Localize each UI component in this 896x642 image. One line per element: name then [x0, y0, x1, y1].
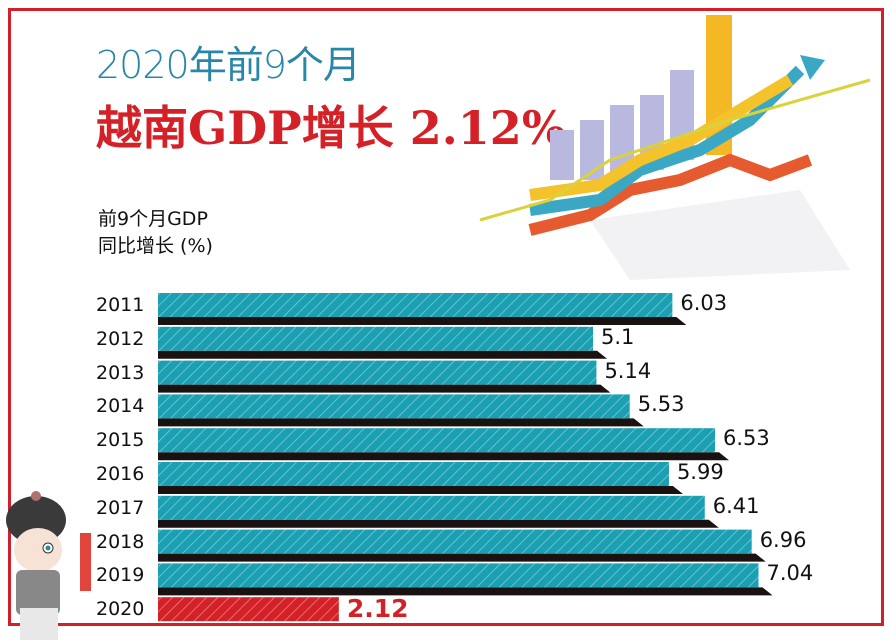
bar-hatch [158, 529, 752, 554]
subtitle: 2020年前9个月 [96, 43, 361, 87]
axis-label: 前9个月GDP 同比增长 (%) [98, 206, 213, 260]
category-label: 2020 [96, 598, 145, 621]
value-label: 6.03 [680, 291, 728, 315]
bar-hatch [158, 360, 597, 385]
bar-hatch [158, 394, 630, 419]
bar-hatch [158, 597, 339, 622]
bar-shadow [158, 587, 773, 596]
bar-hatch [158, 563, 759, 588]
value-label: 6.53 [723, 426, 770, 451]
value-label: 2.12 [346, 594, 409, 624]
category-label: 2016 [96, 463, 145, 485]
value-label: 7.04 [766, 561, 814, 586]
value-label: 5.99 [676, 460, 724, 484]
category-label: 2011 [96, 294, 145, 316]
bar-shadow [158, 486, 683, 494]
bar-hatch [158, 428, 716, 453]
value-label: 5.14 [604, 358, 652, 383]
category-label: 2014 [96, 395, 145, 418]
mascot-illustration [6, 491, 66, 640]
value-label: 6.41 [712, 493, 760, 518]
value-label: 5.1 [601, 324, 635, 349]
bar-shadow [158, 317, 687, 325]
category-label: 2019 [96, 564, 145, 587]
bar-shadow [158, 553, 766, 562]
bar-shadow [158, 384, 611, 393]
category-label: 2013 [96, 361, 145, 384]
main-title: 越南GDP增长 2.12% [96, 101, 566, 155]
bar-hatch [158, 326, 594, 351]
bar-shadow [158, 350, 608, 359]
bar-hatch [158, 462, 669, 486]
bar-hatch [158, 293, 673, 317]
category-label: 2017 [96, 496, 145, 519]
value-label: 6.96 [759, 527, 807, 552]
category-label: 2018 [96, 530, 145, 553]
category-label: 2012 [96, 327, 145, 350]
red-frame [8, 8, 884, 626]
bar-hatch [158, 495, 705, 520]
watermark-tag [80, 533, 91, 591]
growth-chart-illustration [479, 15, 871, 280]
bar-shadow [158, 418, 644, 427]
category-label: 2015 [96, 429, 145, 452]
bar-shadow [158, 519, 719, 528]
axis-label-line-2: 同比增长 (%) [98, 235, 213, 257]
bar-shadow [158, 452, 730, 461]
axis-label-line-1: 前9个月GDP [98, 208, 208, 230]
value-label: 5.53 [637, 392, 685, 417]
